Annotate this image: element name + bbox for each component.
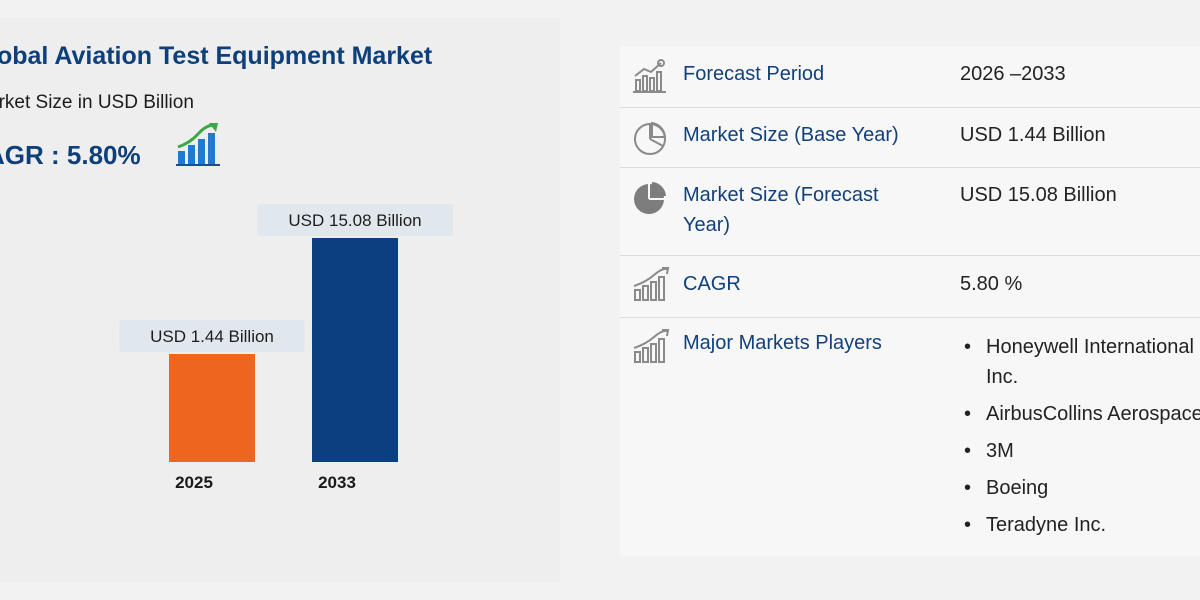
table-row-forecast-year: Market Size (Forecast Year) USD 15.08 Bi… xyxy=(620,168,1200,256)
table-row-cagr: CAGR 5.80 % xyxy=(620,256,1200,318)
list-item: Boeing xyxy=(960,473,1200,503)
bar-chart-trend-icon xyxy=(633,59,666,93)
row-label: Major Markets Players xyxy=(683,332,882,354)
list-item: Honeywell International Inc. xyxy=(960,332,1200,392)
growth-arrow-icon xyxy=(176,123,220,166)
bar-2033 xyxy=(312,238,398,462)
list-item: AirbusCollins Aerospace xyxy=(960,399,1200,429)
data-label-bg xyxy=(119,320,305,352)
table-row-forecast-period: Forecast Period 2026 –2033 xyxy=(620,46,1200,108)
table-row-base-year: Market Size (Base Year) USD 1.44 Billion xyxy=(620,108,1200,168)
row-value: 5.80 % xyxy=(960,273,1023,295)
growth-chart-icon xyxy=(633,267,670,301)
category-label: 2033 xyxy=(318,473,356,492)
chart-subtitle: arket Size in USD Billion xyxy=(0,92,194,113)
list-item: 3M xyxy=(960,436,1200,466)
data-label: USD 15.08 Billion xyxy=(288,211,421,230)
row-value: 2026 –2033 xyxy=(960,63,1066,85)
players-list: Honeywell International Inc. AirbusColli… xyxy=(960,332,1200,547)
chart-title: lobal Aviation Test Equipment Market xyxy=(0,42,433,70)
list-item: Teradyne Inc. xyxy=(960,510,1200,540)
data-label-bg xyxy=(256,204,454,236)
row-label: Market Size (Base Year) xyxy=(683,124,899,146)
category-label: 2025 xyxy=(175,473,213,492)
summary-table: Forecast Period 2026 –2033 Market Size (… xyxy=(620,46,1200,556)
row-label: Market Size (Forecast Year) xyxy=(683,184,879,236)
growth-chart-icon xyxy=(633,329,670,363)
data-label: USD 1.44 Billion xyxy=(150,327,274,346)
row-label: Forecast Period xyxy=(683,63,825,85)
pie-chart-filled-icon xyxy=(634,182,666,214)
row-value: USD 15.08 Billion xyxy=(960,184,1117,206)
row-label: CAGR xyxy=(683,273,741,295)
cagr-headline: AGR : 5.80% xyxy=(0,140,141,170)
row-value: USD 1.44 Billion xyxy=(960,124,1106,146)
bar-chart: USD 1.44 Billion 2025 USD 15.08 Billion 203… xyxy=(119,204,454,492)
bar-2025 xyxy=(169,354,255,462)
pie-chart-outline-icon xyxy=(634,121,667,155)
table-row-players: Major Markets Players Honeywell Internat… xyxy=(620,318,1200,556)
chart-panel xyxy=(0,18,560,583)
